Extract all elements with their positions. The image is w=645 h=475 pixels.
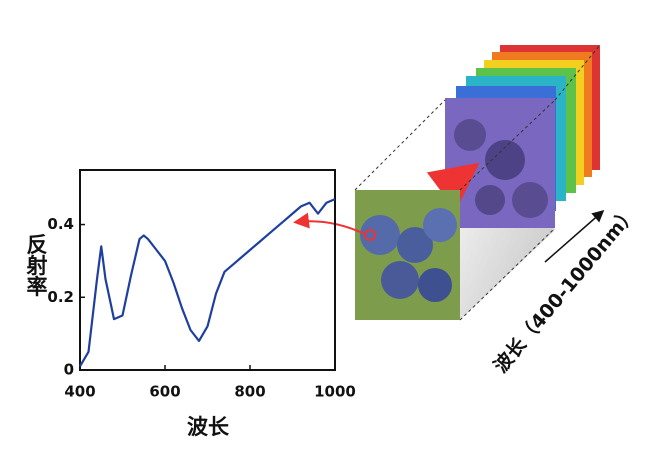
x-tick-label: 800 xyxy=(234,383,265,401)
x-tick-label: 400 xyxy=(64,383,95,401)
plot-frame xyxy=(79,169,336,371)
spectrum-line xyxy=(79,198,336,367)
y-tick-label: 0.4 xyxy=(47,215,74,233)
hypercube xyxy=(354,44,605,321)
pointer-arrow xyxy=(293,212,366,235)
y-axis-label: 反射率 xyxy=(24,234,49,298)
y-tick-label: 0 xyxy=(64,361,74,379)
x-axis-label: 波长 xyxy=(187,415,230,439)
x-tick-label: 1000 xyxy=(314,383,356,401)
y-tick-label: 0.2 xyxy=(47,288,74,306)
x-tick-label: 600 xyxy=(149,383,180,401)
